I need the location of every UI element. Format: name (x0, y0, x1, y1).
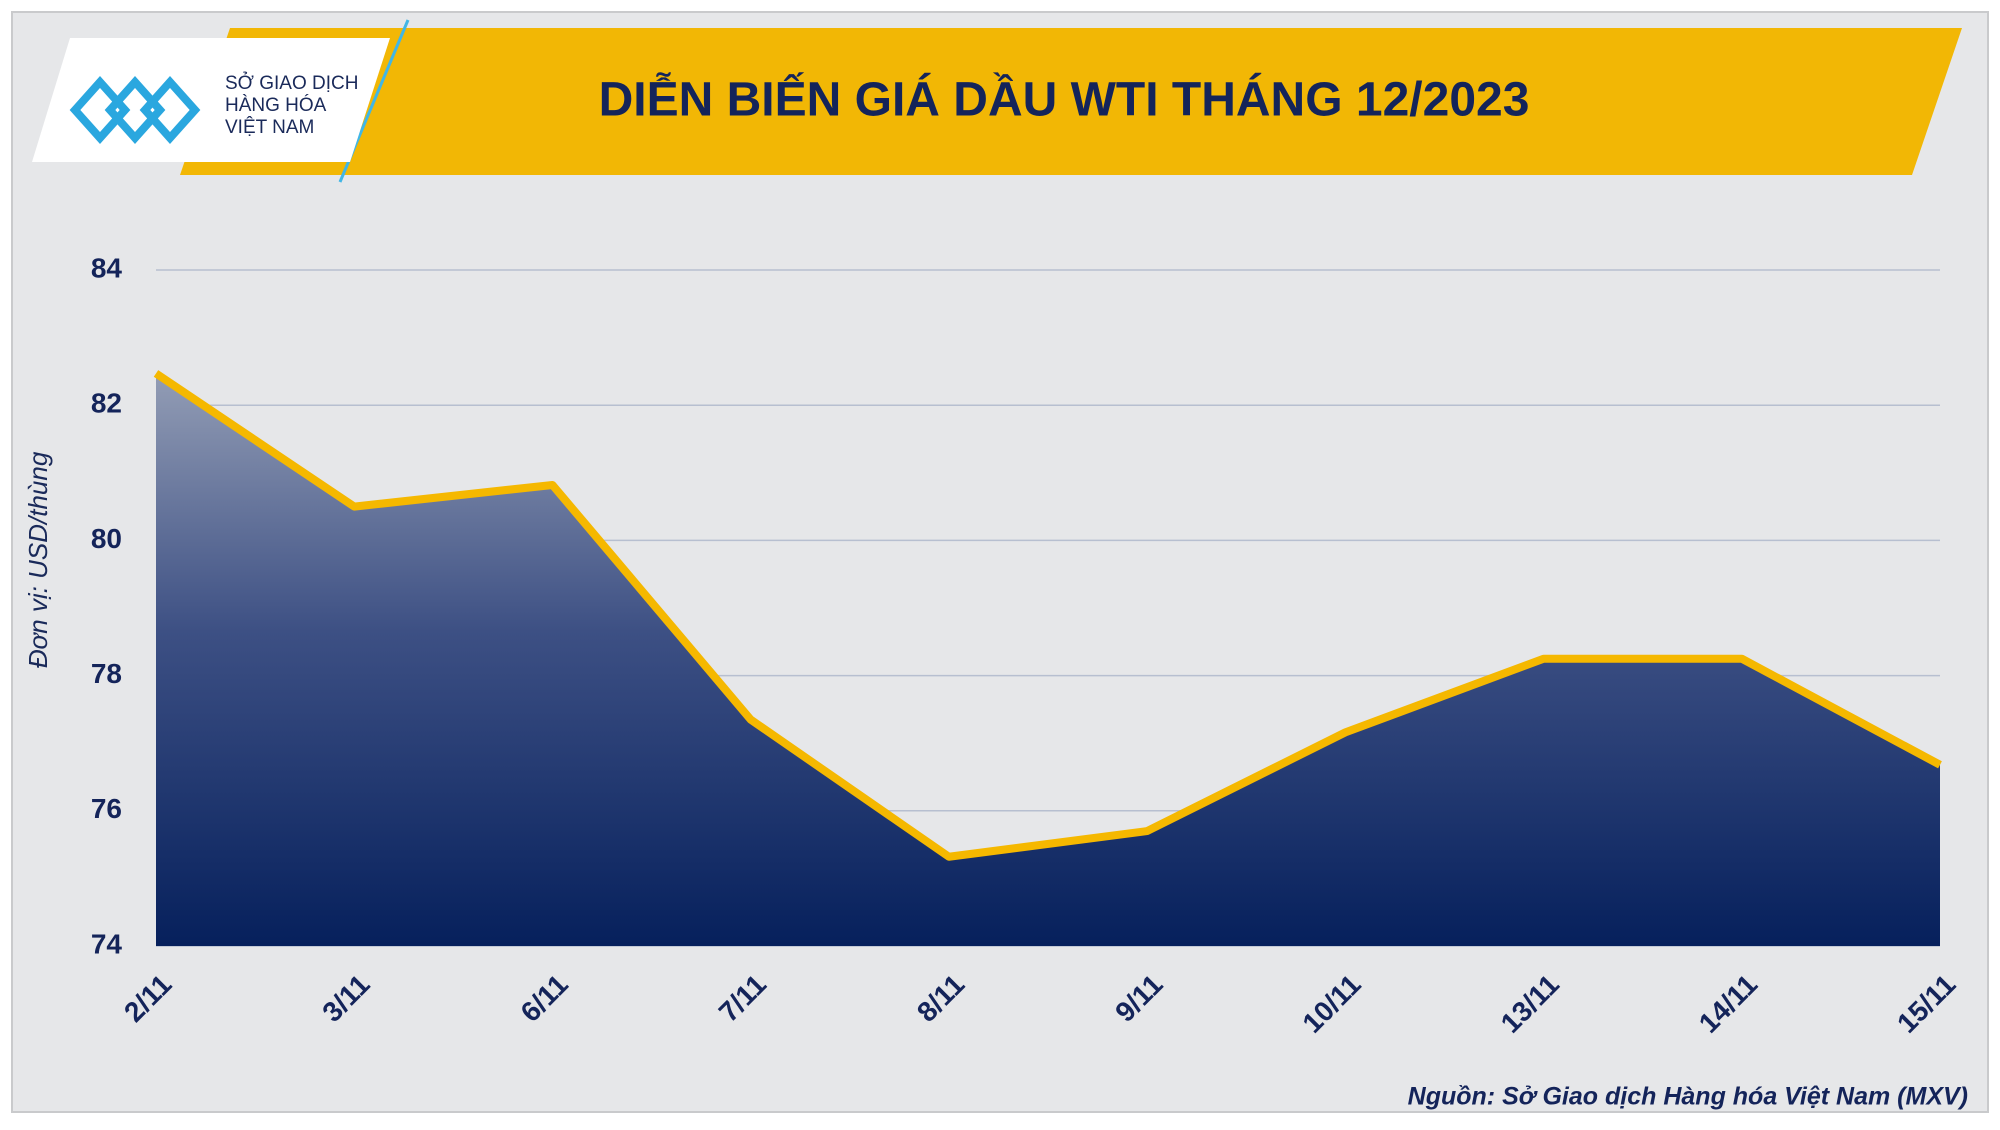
logo-text: VIỆT NAM (225, 116, 314, 138)
source: Nguồn: Sở Giao dịch Hàng hóa Việt Nam (M… (1408, 1083, 1968, 1111)
logo-text: HÀNG HÓA (225, 94, 327, 116)
y-tick-label: 74 (91, 928, 123, 959)
chart-title: DIỄN BIẾN GIÁ DẦU WTI THÁNG 12/2023 (599, 73, 1530, 127)
y-tick-label: 84 (91, 252, 123, 283)
logo-box (32, 38, 390, 162)
y-axis-label: Đơn vị: USD/thùng (23, 451, 53, 668)
logo-text: SỞ GIAO DỊCH (225, 72, 358, 94)
y-tick-label: 82 (91, 388, 122, 419)
y-tick-label: 78 (91, 658, 122, 689)
logo-mark (69, 75, 201, 145)
area (156, 373, 1940, 947)
title-banner (180, 28, 1962, 175)
y-tick-label: 76 (91, 793, 122, 824)
y-tick-label: 80 (91, 523, 122, 554)
line (153, 370, 1942, 861)
